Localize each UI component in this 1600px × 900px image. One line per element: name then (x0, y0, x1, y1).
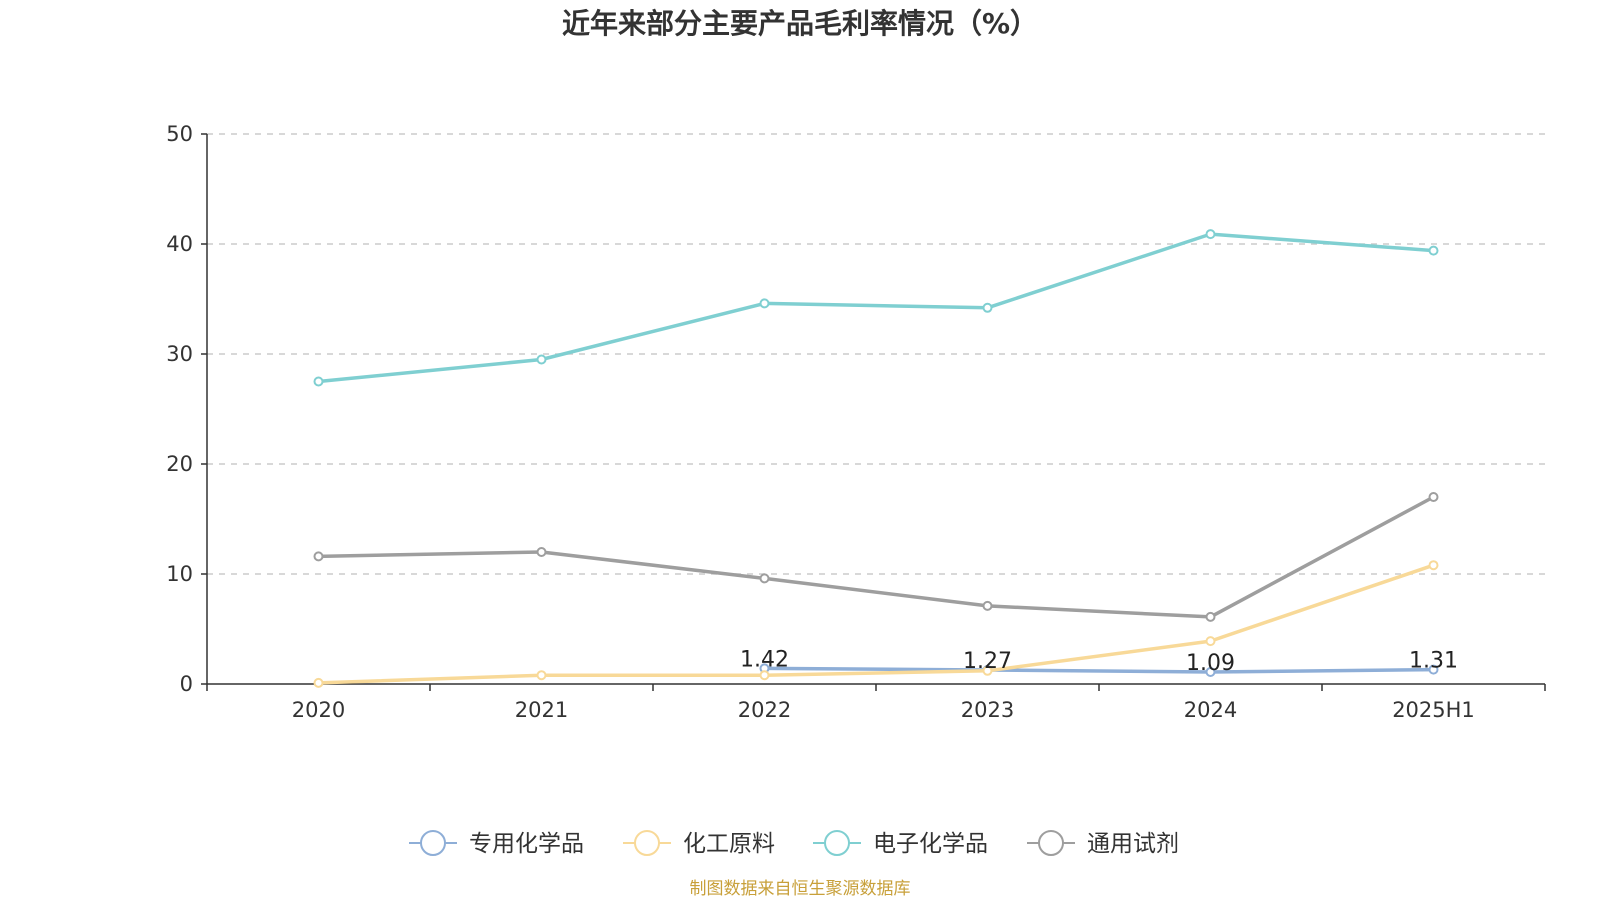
data-point[interactable] (536, 547, 547, 557)
legend-label: 化工原料 (683, 831, 775, 857)
legend-label: 专用化学品 (469, 831, 584, 857)
data-point[interactable] (1428, 492, 1439, 502)
data-point[interactable] (1205, 636, 1216, 647)
x-tick-label: 2022 (738, 698, 791, 722)
legend-marker (420, 830, 446, 856)
legend-item[interactable]: 通用试剂 (1027, 830, 1179, 857)
data-point[interactable] (1205, 229, 1216, 240)
x-tick-label: 2023 (961, 698, 1014, 722)
chart-title: 近年来部分主要产品毛利率情况（%） (561, 7, 1039, 40)
source-note: 制图数据来自恒生聚源数据库 (689, 879, 911, 899)
data-point[interactable] (536, 670, 547, 681)
legend-item[interactable]: 电子化学品 (813, 830, 988, 857)
data-point[interactable] (759, 670, 770, 681)
data-point[interactable] (536, 354, 547, 365)
y-tick-label: 50 (166, 122, 193, 146)
data-label: 1.27 (963, 649, 1012, 674)
legend-item[interactable]: 专用化学品 (409, 830, 584, 857)
legend[interactable]: 专用化学品 化工原料 电子化学品 通用试剂 (409, 830, 1179, 857)
data-point[interactable] (982, 302, 993, 313)
y-tick-label: 0 (180, 672, 193, 696)
legend-marker (824, 830, 850, 856)
data-label: 1.31 (1409, 649, 1458, 674)
axes: 0 10 20 30 40 50 2020 2021 2022 2023 2024 2025H1 (166, 122, 1546, 722)
x-tick-label: 2020 (292, 698, 345, 722)
legend-label: 通用试剂 (1087, 831, 1179, 857)
data-point[interactable] (1428, 245, 1439, 256)
data-labels: 1.42 1.27 1.09 1.31 (740, 647, 1458, 676)
data-label: 1.42 (740, 647, 789, 672)
legend-item[interactable]: 化工原料 (623, 830, 775, 857)
data-point[interactable] (759, 298, 770, 309)
legend-label: 电子化学品 (873, 831, 988, 857)
data-point[interactable] (1205, 667, 1216, 678)
data-point[interactable] (982, 600, 993, 611)
legend-marker (634, 830, 660, 856)
y-tick-label: 40 (166, 232, 193, 256)
series-layer (313, 229, 1439, 688)
x-tick-label: 2025H1 (1392, 698, 1475, 722)
data-point[interactable] (1205, 611, 1216, 622)
y-tick-label: 20 (166, 452, 193, 476)
series-line-2 (318, 232, 1434, 384)
data-point[interactable] (313, 376, 324, 387)
data-point[interactable] (313, 551, 324, 562)
data-point[interactable] (1428, 664, 1439, 675)
data-label: 1.09 (1186, 651, 1235, 676)
data-point[interactable] (759, 573, 770, 584)
legend-marker (1038, 830, 1064, 856)
y-tick-label: 10 (166, 562, 193, 586)
series-line-3 (318, 495, 1435, 619)
series-line-0 (764, 666, 1434, 674)
data-point[interactable] (982, 665, 993, 676)
series-line-1 (318, 563, 1435, 685)
x-tick-label: 2021 (515, 698, 568, 722)
data-point[interactable] (313, 677, 324, 688)
data-point[interactable] (1428, 560, 1439, 571)
y-tick-label: 30 (166, 342, 193, 366)
x-tick-label: 2024 (1184, 698, 1237, 722)
grid-lines (207, 133, 1545, 575)
